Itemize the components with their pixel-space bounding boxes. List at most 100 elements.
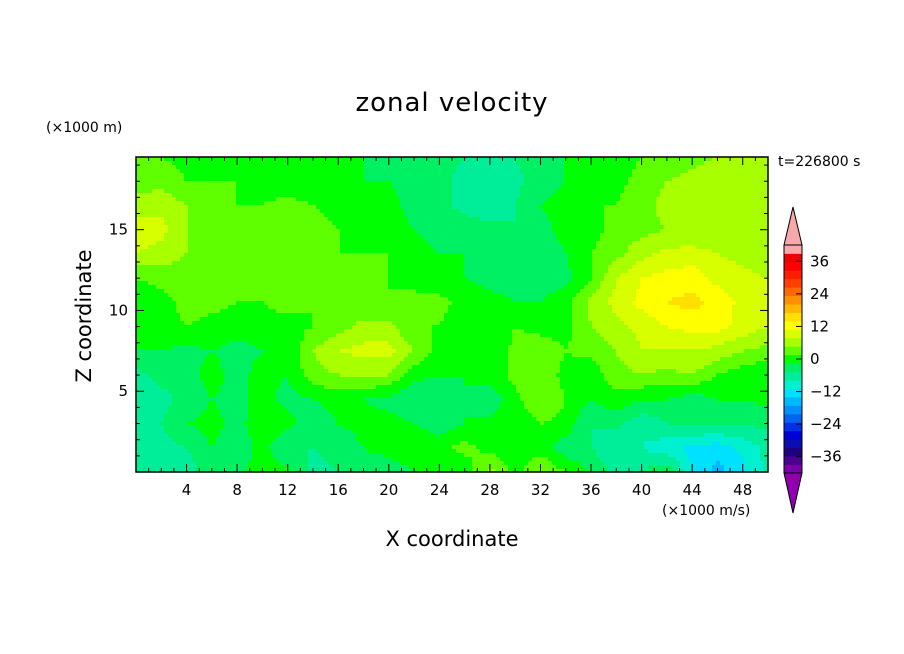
field-cell [576, 213, 581, 218]
field-cell [404, 225, 409, 230]
field-cell [600, 197, 605, 202]
field-cell [728, 177, 733, 182]
field-cell [704, 249, 709, 254]
field-cell [560, 185, 565, 190]
field-cell [340, 253, 345, 258]
field-cell [580, 261, 585, 266]
field-cell [188, 217, 193, 222]
field-cell [504, 205, 509, 210]
field-cell [548, 237, 553, 242]
field-cell [404, 185, 409, 190]
field-cell [416, 269, 421, 274]
field-cell [156, 249, 161, 254]
field-cell [484, 261, 489, 266]
field-cell [696, 233, 701, 238]
field-cell [664, 233, 669, 238]
field-cell [604, 221, 609, 226]
field-cell [720, 205, 725, 210]
field-cell [656, 213, 661, 218]
field-cell [244, 273, 249, 278]
field-cell [360, 221, 365, 226]
field-cell [224, 265, 229, 270]
field-cell [220, 269, 225, 274]
field-cell [388, 273, 393, 278]
field-cell [672, 221, 677, 226]
field-cell [472, 173, 477, 178]
field-cell [188, 209, 193, 214]
field-cell [152, 217, 157, 222]
field-cell [544, 265, 549, 270]
field-cell [320, 161, 325, 166]
field-cell [444, 173, 449, 178]
field-cell [256, 229, 261, 234]
field-cell [292, 181, 297, 186]
field-cell [376, 269, 381, 274]
field-cell [416, 169, 421, 174]
field-cell [364, 229, 369, 234]
field-cell [380, 209, 385, 214]
field-cell [440, 269, 445, 274]
field-cell [292, 277, 297, 282]
field-cell [328, 257, 333, 262]
field-cell [160, 185, 165, 190]
field-cell [196, 173, 201, 178]
field-cell [496, 189, 501, 194]
field-cell [672, 233, 677, 238]
field-cell [172, 237, 177, 242]
field-cell [684, 189, 689, 194]
field-cell [252, 181, 257, 186]
field-cell [464, 189, 469, 194]
field-cell [404, 217, 409, 222]
field-cell [136, 261, 141, 266]
field-cell [360, 217, 365, 222]
field-cell [744, 277, 749, 282]
field-cell [664, 189, 669, 194]
field-cell [488, 209, 493, 214]
field-cell [284, 233, 289, 238]
field-cell [224, 165, 229, 170]
field-cell [612, 177, 617, 182]
field-cell [612, 269, 617, 274]
field-cell [448, 201, 453, 206]
field-cell [760, 161, 765, 166]
field-cell [264, 157, 269, 162]
field-cell [716, 209, 721, 214]
field-cell [320, 189, 325, 194]
field-cell [596, 213, 601, 218]
field-cell [196, 253, 201, 258]
field-cell [516, 245, 521, 250]
field-cell [736, 157, 741, 162]
field-cell [232, 241, 237, 246]
field-cell [348, 269, 353, 274]
field-cell [524, 257, 529, 262]
field-cell [320, 265, 325, 270]
field-cell [388, 213, 393, 218]
field-cell [568, 261, 573, 266]
field-cell [708, 173, 713, 178]
field-cell [236, 253, 241, 258]
field-cell [668, 265, 673, 270]
field-cell [308, 249, 313, 254]
field-cell [640, 181, 645, 186]
field-cell [492, 157, 497, 162]
field-cell [196, 201, 201, 206]
field-cell [312, 201, 317, 206]
field-cell [568, 245, 573, 250]
field-cell [508, 193, 513, 198]
field-cell [568, 165, 573, 170]
field-cell [180, 249, 185, 254]
field-cell [172, 233, 177, 238]
field-cell [680, 185, 685, 190]
field-cell [180, 269, 185, 274]
field-cell [240, 257, 245, 262]
field-cell [664, 201, 669, 206]
field-cell [268, 273, 273, 278]
field-cell [588, 241, 593, 246]
field-cell [668, 237, 673, 242]
field-cell [500, 189, 505, 194]
field-cell [148, 161, 153, 166]
field-cell [160, 169, 165, 174]
field-cell [260, 261, 265, 266]
field-cell [632, 229, 637, 234]
field-cell [692, 165, 697, 170]
